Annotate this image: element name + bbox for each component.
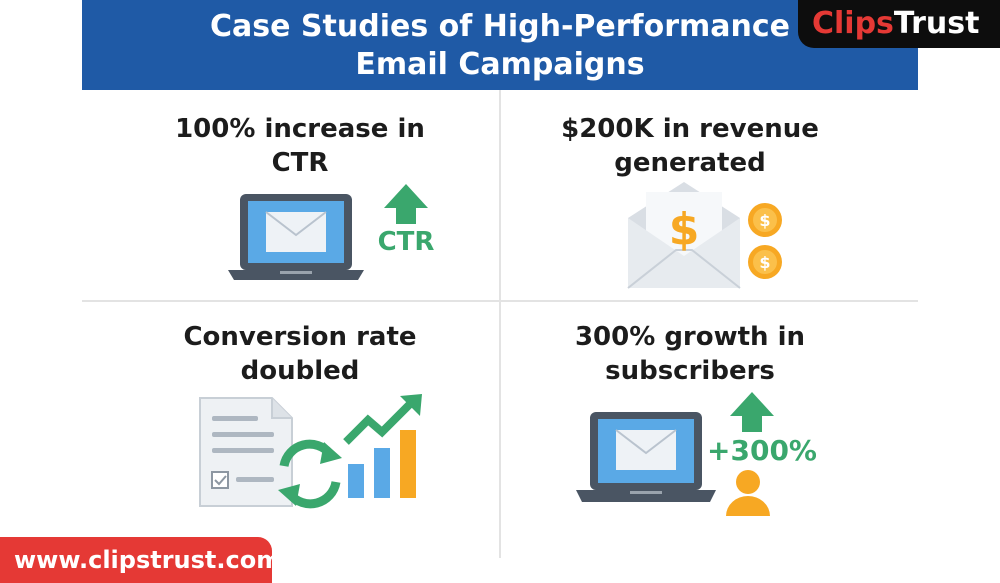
coin-icon: $ (748, 245, 782, 279)
growth-badge-text: +300% (707, 434, 816, 467)
user-icon (726, 470, 770, 516)
case-title-ctr: 100% increase in CTR (140, 112, 460, 180)
refresh-cycle-icon (278, 439, 342, 509)
dollar-sign-icon: $ (669, 204, 700, 255)
case-title-revenue: $200K in revenue generated (530, 112, 850, 180)
case-title-line1: 300% growth in (574, 322, 806, 352)
grid-divider-horizontal (82, 300, 918, 302)
case-title-line2: doubled (240, 356, 360, 386)
case-title-conversion: Conversion rate doubled (140, 320, 460, 388)
grid-divider-vertical (499, 90, 501, 558)
revenue-illustration: $ $ $ (627, 182, 782, 289)
brand-logo[interactable]: ClipsTrust (798, 0, 1000, 48)
page-title-line2: Email Campaigns (355, 47, 645, 82)
svg-text:$: $ (759, 253, 770, 272)
ctr-illustration: CTR (228, 184, 435, 280)
website-url-badge[interactable]: www.clipstrust.com (0, 537, 281, 583)
brand-logo-text: ClipsTrust (812, 4, 979, 44)
subscribers-illustration: +300% (576, 392, 816, 516)
arrow-up-icon (384, 184, 428, 224)
laptop-icon (228, 194, 364, 280)
conversion-illustration (199, 394, 422, 509)
case-title-line1: $200K in revenue (561, 114, 819, 144)
case-title-line1: 100% increase in (175, 114, 425, 144)
page-title: Case Studies of High-Performance Email C… (82, 8, 918, 84)
envelope-icon (627, 182, 741, 289)
coin-icon: $ (748, 203, 782, 237)
laptop-icon (576, 412, 716, 502)
case-title-line2: generated (614, 148, 766, 178)
case-title-line2: CTR (271, 148, 329, 178)
case-title-line1: Conversion rate (183, 322, 417, 352)
brand-logo-part2: Trust (893, 6, 980, 41)
case-title-line2: subscribers (605, 356, 775, 386)
website-url[interactable]: www.clipstrust.com (14, 546, 282, 574)
header-banner: Case Studies of High-Performance Email C… (82, 0, 918, 90)
trend-arrow-icon (343, 394, 422, 445)
bar-chart-icon (348, 430, 416, 498)
svg-text:$: $ (759, 211, 770, 230)
brand-logo-part1: Clips (812, 6, 894, 41)
page-title-line1: Case Studies of High-Performance (210, 9, 790, 44)
ctr-badge-text: CTR (378, 227, 435, 257)
case-title-subscribers: 300% growth in subscribers (530, 320, 850, 388)
document-icon (199, 397, 293, 507)
arrow-up-icon (730, 392, 774, 432)
